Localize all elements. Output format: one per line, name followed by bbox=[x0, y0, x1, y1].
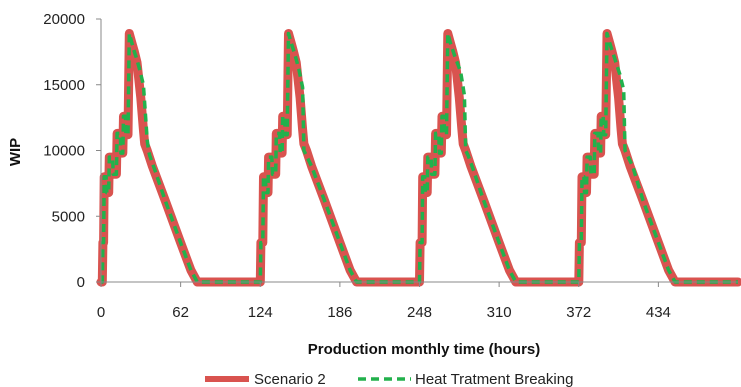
legend-label-heat-tratment-breaking: Heat Tratment Breaking bbox=[415, 371, 573, 387]
x-tick-label: 0 bbox=[97, 304, 105, 321]
axes: 0 5000 10000 15000 20000 0 62 124 186 248 310 372 43… bbox=[43, 11, 738, 321]
y-tick-label: 0 bbox=[77, 274, 85, 291]
x-tick-label: 124 bbox=[248, 304, 273, 321]
x-axis-title: Production monthly time (hours) bbox=[308, 341, 541, 358]
x-tick-label: 372 bbox=[566, 304, 591, 321]
plot-area bbox=[96, 29, 741, 287]
x-tick-label: 248 bbox=[407, 304, 432, 321]
y-axis-title: WIP bbox=[7, 138, 24, 166]
y-tick-label: 5000 bbox=[52, 208, 85, 225]
y-tick-label: 20000 bbox=[43, 11, 85, 28]
y-tick-label: 15000 bbox=[43, 77, 85, 94]
x-tick-label: 186 bbox=[327, 304, 352, 321]
series-line-scenario-2 bbox=[96, 29, 741, 287]
y-tick-label: 10000 bbox=[43, 143, 85, 160]
x-tick-label: 62 bbox=[172, 304, 189, 321]
x-tick-label: 310 bbox=[487, 304, 512, 321]
legend-label-scenario-2: Scenario 2 bbox=[254, 371, 326, 387]
x-tick-label: 434 bbox=[646, 304, 671, 321]
legend: Scenario 2 Heat Tratment Breaking bbox=[205, 371, 573, 387]
